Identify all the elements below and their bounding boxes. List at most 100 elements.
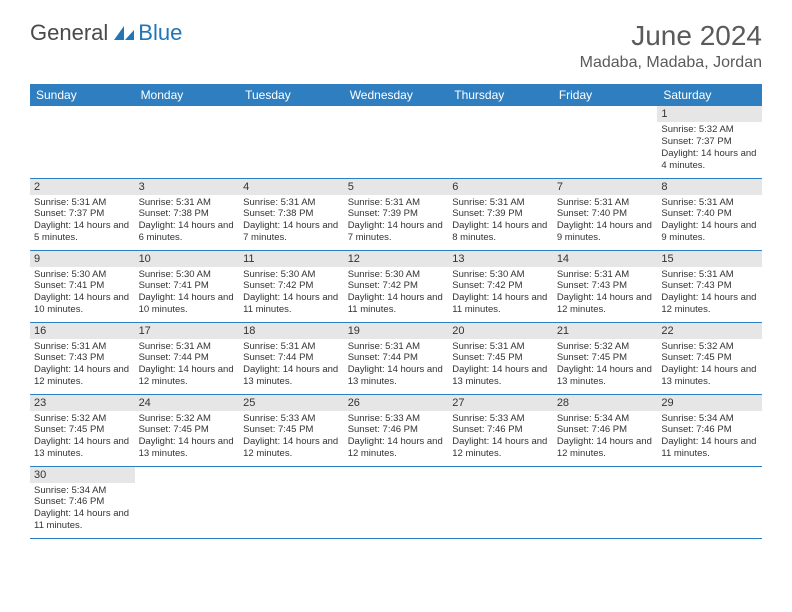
daylight-line: Daylight: 14 hours and 7 minutes.: [348, 220, 445, 244]
day-header: Wednesday: [344, 84, 449, 106]
day-number: 17: [135, 323, 240, 339]
day-cell: [239, 106, 344, 178]
sunset-line: Sunset: 7:40 PM: [557, 208, 654, 220]
day-cell: 14Sunrise: 5:31 AMSunset: 7:43 PMDayligh…: [553, 250, 658, 322]
day-cell: [135, 466, 240, 538]
daylight-line: Daylight: 14 hours and 4 minutes.: [661, 148, 758, 172]
sunrise-line: Sunrise: 5:31 AM: [139, 197, 236, 209]
sunset-line: Sunset: 7:45 PM: [452, 352, 549, 364]
day-cell: 30Sunrise: 5:34 AMSunset: 7:46 PMDayligh…: [30, 466, 135, 538]
day-cell: 5Sunrise: 5:31 AMSunset: 7:39 PMDaylight…: [344, 178, 449, 250]
day-header: Saturday: [657, 84, 762, 106]
day-cell: 21Sunrise: 5:32 AMSunset: 7:45 PMDayligh…: [553, 322, 658, 394]
day-body: Sunrise: 5:32 AMSunset: 7:45 PMDaylight:…: [30, 411, 135, 463]
day-cell: 15Sunrise: 5:31 AMSunset: 7:43 PMDayligh…: [657, 250, 762, 322]
day-cell: 13Sunrise: 5:30 AMSunset: 7:42 PMDayligh…: [448, 250, 553, 322]
sunrise-line: Sunrise: 5:34 AM: [557, 413, 654, 425]
day-cell: 18Sunrise: 5:31 AMSunset: 7:44 PMDayligh…: [239, 322, 344, 394]
sunrise-line: Sunrise: 5:31 AM: [348, 341, 445, 353]
sunset-line: Sunset: 7:42 PM: [348, 280, 445, 292]
sunrise-line: Sunrise: 5:31 AM: [661, 197, 758, 209]
sunrise-line: Sunrise: 5:32 AM: [661, 124, 758, 136]
daylight-line: Daylight: 14 hours and 13 minutes.: [557, 364, 654, 388]
day-body: Sunrise: 5:33 AMSunset: 7:45 PMDaylight:…: [239, 411, 344, 463]
day-cell: 23Sunrise: 5:32 AMSunset: 7:45 PMDayligh…: [30, 394, 135, 466]
day-cell: [344, 466, 449, 538]
day-body: Sunrise: 5:30 AMSunset: 7:42 PMDaylight:…: [344, 267, 449, 319]
sunrise-line: Sunrise: 5:32 AM: [34, 413, 131, 425]
week-row: 9 Sunrise: 5:30 AMSunset: 7:41 PM Daylight…: [30, 250, 762, 322]
day-number: 18: [239, 323, 344, 339]
daylight-line: Daylight: 14 hours and 13 minutes.: [452, 364, 549, 388]
day-body: Sunrise: 5:32 AMSunset: 7:37 PMDaylight:…: [657, 122, 762, 174]
day-cell: 1Sunrise: 5:32 AMSunset: 7:37 PMDaylight…: [657, 106, 762, 178]
day-number: 22: [657, 323, 762, 339]
sunset-line: Sunset: 7:46 PM: [557, 424, 654, 436]
sunset-line: Sunset: 7:38 PM: [139, 208, 236, 220]
day-body: Sunrise: 5:34 AMSunset: 7:46 PMDaylight:…: [30, 483, 135, 535]
sunrise-line: Sunrise: 5:32 AM: [139, 413, 236, 425]
sunrise-line: Sunrise: 5:34 AM: [34, 485, 131, 497]
sail-icon: [112, 24, 136, 42]
sunset-line: Sunset: 7:41 PM: [34, 280, 131, 292]
day-number: 2: [30, 179, 135, 195]
sunset-line: Sunset: 7:45 PM: [557, 352, 654, 364]
day-number: 20: [448, 323, 553, 339]
day-body: Sunrise: 5:30 AMSunset: 7:42 PMDaylight:…: [448, 267, 553, 319]
daylight-line: Daylight: 14 hours and 12 minutes.: [348, 436, 445, 460]
sunrise-line: Sunrise: 5:31 AM: [452, 197, 549, 209]
day-number: 7: [553, 179, 658, 195]
daylight-line: Daylight: 14 hours and 10 minutes.: [139, 292, 236, 316]
day-number: 4: [239, 179, 344, 195]
day-header: Sunday: [30, 84, 135, 106]
day-number: 23: [30, 395, 135, 411]
sunrise-line: Sunrise: 5:31 AM: [34, 341, 131, 353]
sunrise-line: Sunrise: 5:31 AM: [243, 197, 340, 209]
day-cell: [448, 106, 553, 178]
daylight-line: Daylight: 14 hours and 11 minutes.: [452, 292, 549, 316]
page: General Blue June 2024 Madaba, Madaba, J…: [0, 0, 792, 559]
day-body: Sunrise: 5:31 AMSunset: 7:43 PMDaylight:…: [657, 267, 762, 319]
day-number: 26: [344, 395, 449, 411]
day-body: Sunrise: 5:34 AMSunset: 7:46 PMDaylight:…: [657, 411, 762, 463]
day-header: Thursday: [448, 84, 553, 106]
day-number: 9: [30, 251, 135, 267]
sunset-line: Sunset: 7:45 PM: [34, 424, 131, 436]
day-body: Sunrise: 5:30 AMSunset: 7:42 PMDaylight:…: [239, 267, 344, 319]
day-cell: 19Sunrise: 5:31 AMSunset: 7:44 PMDayligh…: [344, 322, 449, 394]
day-cell: 22Sunrise: 5:32 AMSunset: 7:45 PMDayligh…: [657, 322, 762, 394]
daylight-line: Daylight: 14 hours and 6 minutes.: [139, 220, 236, 244]
daylight-line: Daylight: 14 hours and 13 minutes.: [661, 364, 758, 388]
logo: General Blue: [30, 20, 182, 46]
sunset-line: Sunset: 7:45 PM: [139, 424, 236, 436]
day-cell: 26Sunrise: 5:33 AMSunset: 7:46 PMDayligh…: [344, 394, 449, 466]
day-cell: [344, 106, 449, 178]
day-cell: 7Sunrise: 5:31 AMSunset: 7:40 PMDaylight…: [553, 178, 658, 250]
day-number: 16: [30, 323, 135, 339]
sunset-line: Sunset: 7:44 PM: [243, 352, 340, 364]
sunrise-line: Sunrise: 5:31 AM: [348, 197, 445, 209]
day-cell: [657, 466, 762, 538]
sunset-line: Sunset: 7:46 PM: [452, 424, 549, 436]
daylight-line: Daylight: 14 hours and 13 minutes.: [243, 364, 340, 388]
day-number: 3: [135, 179, 240, 195]
day-body: Sunrise: 5:31 AMSunset: 7:43 PMDaylight:…: [30, 339, 135, 391]
day-number: 30: [30, 467, 135, 483]
day-body: Sunrise: 5:33 AMSunset: 7:46 PMDaylight:…: [344, 411, 449, 463]
sunrise-line: Sunrise: 5:30 AM: [34, 269, 131, 281]
day-cell: 2Sunrise: 5:31 AMSunset: 7:37 PMDaylight…: [30, 178, 135, 250]
day-body: Sunrise: 5:34 AMSunset: 7:46 PMDaylight:…: [553, 411, 658, 463]
day-cell: [135, 106, 240, 178]
sunset-line: Sunset: 7:39 PM: [348, 208, 445, 220]
week-row: 30Sunrise: 5:34 AMSunset: 7:46 PMDayligh…: [30, 466, 762, 538]
day-number: 25: [239, 395, 344, 411]
day-cell: 25Sunrise: 5:33 AMSunset: 7:45 PMDayligh…: [239, 394, 344, 466]
sunset-line: Sunset: 7:37 PM: [661, 136, 758, 148]
day-number: 19: [344, 323, 449, 339]
sunset-line: Sunset: 7:40 PM: [661, 208, 758, 220]
daylight-line: Daylight: 14 hours and 11 minutes.: [661, 436, 758, 460]
week-row: 2Sunrise: 5:31 AMSunset: 7:37 PMDaylight…: [30, 178, 762, 250]
sunset-line: Sunset: 7:43 PM: [557, 280, 654, 292]
sunrise-line: Sunrise: 5:31 AM: [34, 197, 131, 209]
day-body: Sunrise: 5:31 AMSunset: 7:38 PMDaylight:…: [239, 195, 344, 247]
